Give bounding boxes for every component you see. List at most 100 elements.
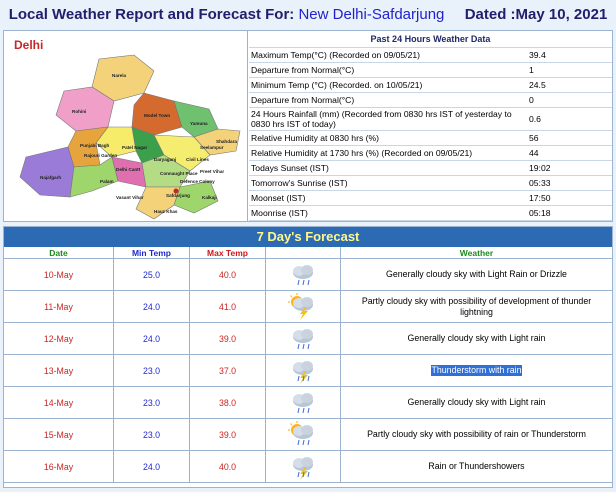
forecast-max-temp: 40.0 — [190, 451, 266, 482]
map-label-palam: Palam — [100, 179, 114, 184]
past-24h-value: 24.5 — [529, 80, 546, 90]
map-label-rohini: Rohini — [72, 109, 86, 114]
past-24h-value: 0 — [529, 95, 534, 105]
past-24h-value: 05:18 — [529, 208, 551, 218]
forecast-min-temp: 25.0 — [114, 259, 190, 290]
forecast-weather-text: Generally cloudy sky with Light rain — [407, 333, 546, 343]
past-24h-value: 56 — [529, 133, 539, 143]
forecast-weather: Partly cloudy sky with possibility of ra… — [341, 419, 612, 450]
past-24h-row: Departure from Normal(°C) 1 — [249, 63, 612, 78]
forecast-date: 11-May — [4, 291, 114, 322]
past-24h-row: Todays Sunset (IST) 19:02 — [249, 161, 612, 176]
forecast-min-temp: 24.0 — [114, 451, 190, 482]
past-24h-row: Minimum Temp (°C) (Recorded. on 10/05/21… — [249, 78, 612, 93]
past-24h-label: Departure from Normal(°C) — [251, 95, 355, 105]
forecast-date: 15-May — [4, 419, 114, 450]
forecast-max-temp: 37.0 — [190, 355, 266, 386]
sun-cloud-rain-icon — [266, 419, 341, 450]
past-24h-title: Past 24 Hours Weather Data — [249, 31, 612, 48]
map-label-civil-lines: Civil Lines — [186, 157, 209, 162]
forecast-panel: 7 Day's Forecast Date Min Temp Max Temp … — [3, 226, 613, 488]
forecast-rows: 10-May 25.0 40.0 Generally cloudy sky with … — [4, 259, 612, 483]
forecast-date: 16-May — [4, 451, 114, 482]
forecast-row: 14-May 23.0 38.0 Generally cloudy sky with … — [4, 387, 612, 419]
past-24h-value: 05:33 — [529, 178, 551, 188]
col-date-header: Date — [4, 247, 114, 258]
past-24h-label: Maximum Temp(°C) (Recorded on 09/05/21) — [251, 50, 421, 60]
forecast-row: 11-May 24.0 41.0 Partly cloudy sky with pos… — [4, 291, 612, 323]
map-label-safdarjung: Safdarjung — [166, 193, 190, 198]
past-24h-label: Moonrise (IST) — [251, 208, 308, 218]
forecast-row: 15-May 23.0 39.0 Partly cloudy sky with pos… — [4, 419, 612, 451]
col-weather-header: Weather — [459, 248, 494, 258]
forecast-header-row: Date Min Temp Max Temp Weather — [4, 247, 612, 259]
map-label-delhi-cantt: Delhi Cantt — [116, 167, 141, 172]
past-24h-row: Maximum Temp(°C) (Recorded on 09/05/21) 3… — [249, 48, 612, 63]
map-label-najafgarh: Najafgarh — [40, 175, 61, 180]
forecast-min-temp: 23.0 — [114, 419, 190, 450]
map-label-daryaganj: Daryaganj — [154, 157, 176, 162]
map-label-punjabi-bagh: Punjabi Bagh — [80, 143, 110, 148]
map-label-narela: Narela — [112, 73, 126, 78]
cloud-rain-icon — [266, 259, 341, 290]
past-24h-row: Relative Humidity at 1730 hrs (%) (Recor… — [249, 146, 612, 161]
forecast-max-temp: 38.0 — [190, 387, 266, 418]
forecast-row: 16-May 24.0 40.0 Rain or Thundershowers — [4, 451, 612, 483]
forecast-weather-text: Partly cloudy sky with possibility of de… — [361, 295, 592, 317]
cloud-rain-icon — [266, 387, 341, 418]
map-label-shahdara: Shahdara — [216, 139, 237, 144]
past-24h-label: Todays Sunset (IST) — [251, 163, 329, 173]
past-24h-value: 0.6 — [529, 114, 541, 124]
cloud-rain-icon — [266, 323, 341, 354]
past-24h-value: 44 — [529, 148, 539, 158]
forecast-date: 12-May — [4, 323, 114, 354]
thunderstorm-icon — [266, 355, 341, 386]
delhi-district-map-image: Narela Rohini Model Town Yamuna Shahdara… — [19, 54, 241, 220]
forecast-weather-text: Generally cloudy sky with Light rain — [407, 397, 546, 407]
forecast-min-temp: 23.0 — [114, 355, 190, 386]
past-24h-row: Departure from Normal(°C) 0 — [249, 93, 612, 108]
forecast-max-temp: 40.0 — [190, 259, 266, 290]
past-24h-label: Relative Humidity at 0830 hrs (%) — [251, 133, 379, 143]
past-24h-row: 24 Hours Rainfall (mm) (Recorded from 08… — [249, 108, 612, 131]
forecast-min-temp: 24.0 — [114, 323, 190, 354]
map-label-preet-vihar: Preet Vihar — [200, 169, 224, 174]
delhi-map: Narela Rohini Model Town Yamuna Shahdara… — [4, 31, 248, 221]
forecast-date: 13-May — [4, 355, 114, 386]
sun-cloud-lightning-icon — [266, 291, 341, 322]
forecast-weather: Thunderstorm with rain — [341, 355, 612, 386]
past-24h-label: Relative Humidity at 1730 hrs (%) (Recor… — [251, 148, 473, 158]
top-panel: Narela Rohini Model Town Yamuna Shahdara… — [3, 30, 613, 222]
forecast-max-temp: 41.0 — [190, 291, 266, 322]
thunderstorm-icon — [266, 451, 341, 482]
past-24h-row: Tomorrow's Sunrise (IST) 05:33 — [249, 176, 612, 191]
past-24h-value: 19:02 — [529, 163, 551, 173]
map-label-defence-colony: Defence Colony — [180, 179, 215, 184]
forecast-weather: Rain or Thundershowers — [341, 451, 612, 482]
past-24h-value: 39.4 — [529, 50, 546, 60]
forecast-row: 12-May 24.0 39.0 Generally cloudy sky with … — [4, 323, 612, 355]
map-label-hauz-khas: Hauz Khas — [154, 209, 178, 214]
forecast-weather: Generally cloudy sky with Light rain — [341, 323, 612, 354]
map-label-rajouri-garden: Rajouri Garden — [84, 153, 117, 158]
map-label-connaught-place: Connaught Place — [160, 171, 198, 176]
header-prefix: Local Weather Report and Forecast For: — [8, 6, 299, 23]
past-24h-label: 24 Hours Rainfall (mm) (Recorded from 08… — [251, 109, 512, 129]
forecast-weather-text: Rain or Thundershowers — [428, 461, 525, 471]
forecast-row: 13-May 23.0 37.0 Thunderstorm with rain — [4, 355, 612, 387]
map-label-patel-nagar: Patel Nagar — [122, 145, 147, 150]
forecast-max-temp: 39.0 — [190, 419, 266, 450]
report-header: Local Weather Report and Forecast For: N… — [0, 0, 616, 30]
map-title: Delhi — [14, 38, 44, 52]
past-24h-table: Past 24 Hours Weather Data Maximum Temp(… — [249, 31, 612, 221]
past-24h-row: Relative Humidity at 0830 hrs (%) 56 — [249, 131, 612, 146]
forecast-title: 7 Day's Forecast — [4, 227, 612, 247]
col-min-header: Min Temp — [114, 247, 190, 258]
map-label-model-town: Model Town — [144, 113, 170, 118]
forecast-weather: Partly cloudy sky with possibility of de… — [341, 291, 612, 322]
forecast-weather: Generally cloudy sky with Light Rain or … — [341, 259, 612, 290]
forecast-date: 10-May — [4, 259, 114, 290]
forecast-min-temp: 24.0 — [114, 291, 190, 322]
map-label-vasant-vihar: Vasant Vihar — [116, 195, 144, 200]
forecast-max-temp: 39.0 — [190, 323, 266, 354]
